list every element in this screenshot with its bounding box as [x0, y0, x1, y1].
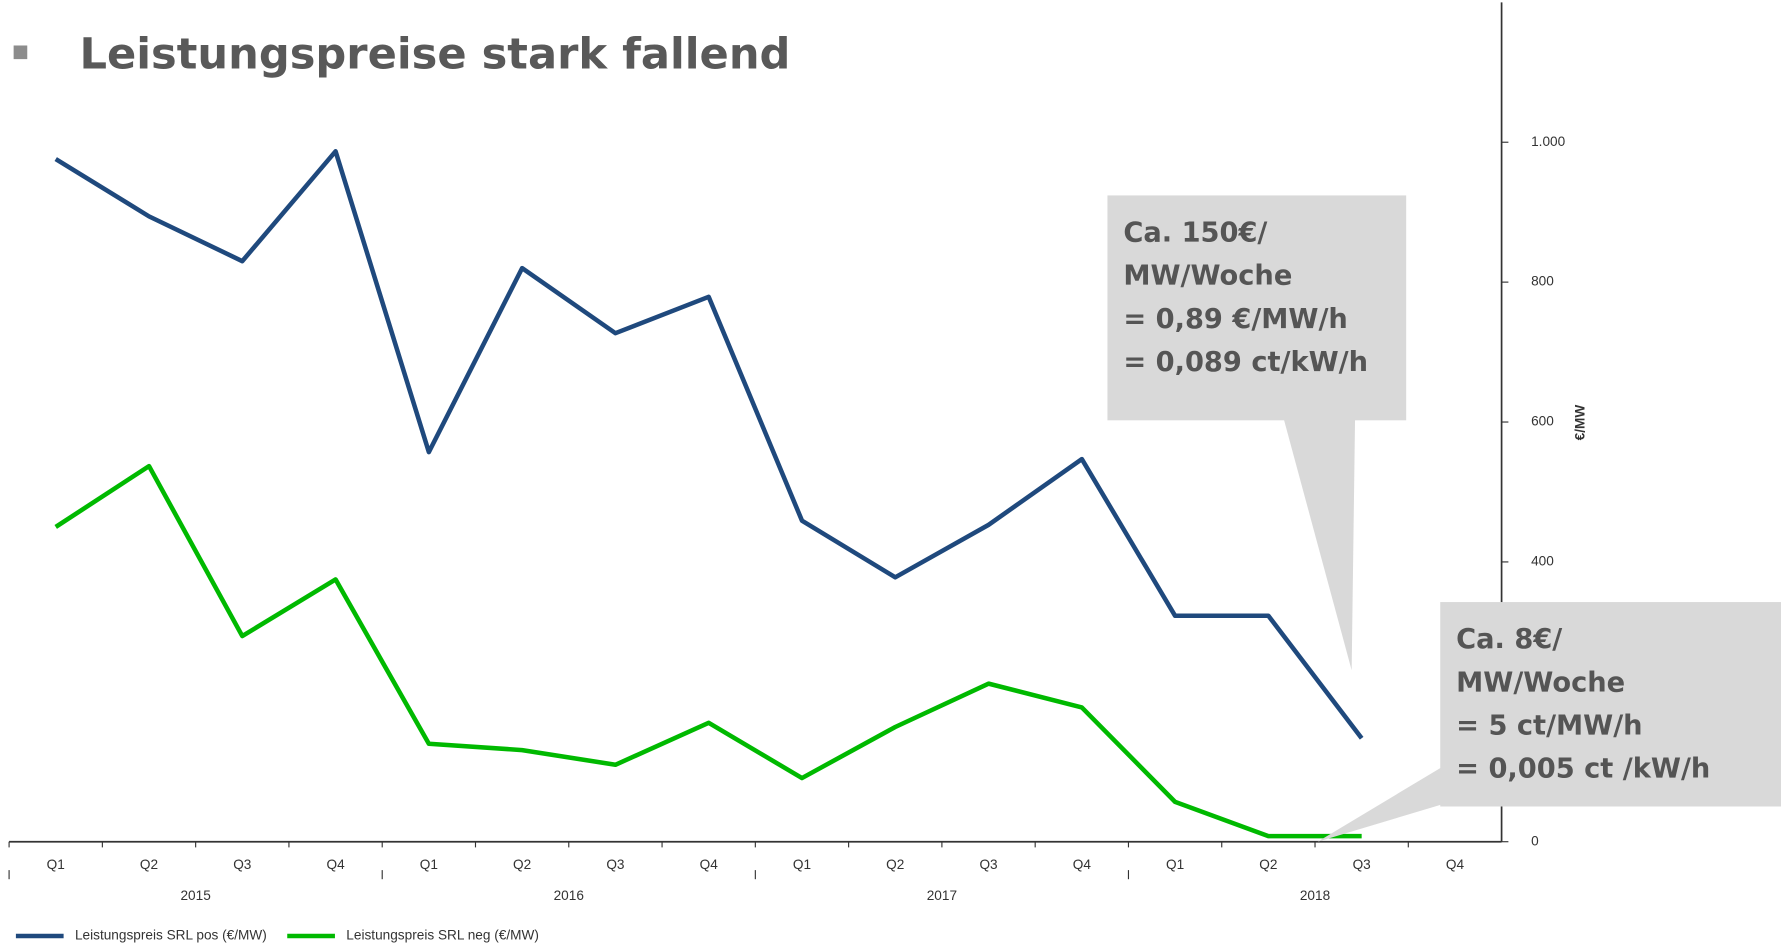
callout-text: Ca. 8€/	[1456, 624, 1562, 655]
legend-label: Leistungspreis SRL pos (€/MW)	[75, 928, 267, 943]
x-tick-label: Q3	[606, 857, 624, 872]
year-label: 2018	[1300, 888, 1330, 903]
y-tick-label: 600	[1531, 414, 1554, 429]
callout-text: MW/Woche	[1123, 261, 1292, 292]
x-tick-label: Q1	[1166, 857, 1184, 872]
series-line	[54, 149, 1364, 740]
year-label: 2017	[927, 888, 957, 903]
callout-pointer	[1317, 766, 1443, 842]
bullet	[13, 45, 28, 60]
x-tick-label: Q4	[1073, 857, 1092, 872]
x-tick-label: Q2	[886, 857, 904, 872]
x-tick-label: Q2	[513, 857, 531, 872]
x-tick-label: Q2	[1259, 857, 1277, 872]
x-tick-label: Q1	[793, 857, 811, 872]
x-tick-label: Q1	[420, 857, 438, 872]
series-line	[54, 463, 1362, 839]
legend-label: Leistungspreis SRL neg (€/MW)	[346, 928, 539, 943]
callout-text: = 0,089 ct/kW/h	[1123, 347, 1368, 378]
callout-text: MW/Woche	[1456, 667, 1625, 698]
x-tick-label: Q4	[326, 857, 345, 872]
year-label: 2015	[180, 888, 210, 903]
year-label: 2016	[554, 888, 584, 903]
y-tick-label: 800	[1531, 274, 1554, 289]
x-tick-label: Q3	[233, 857, 251, 872]
callout-text: = 0,89 €/MW/h	[1123, 304, 1347, 335]
x-tick-label: Q2	[140, 857, 158, 872]
callout-pointer	[1283, 418, 1356, 671]
y-tick-label: 400	[1531, 554, 1554, 569]
callout-text: = 5 ct/MW/h	[1456, 710, 1642, 741]
x-tick-label: Q1	[47, 857, 65, 872]
x-tick-label: Q3	[979, 857, 997, 872]
y-tick-label: 1.000	[1531, 134, 1566, 149]
callout-box	[1440, 602, 1781, 807]
y-tick-label: 0	[1531, 833, 1539, 848]
callout-text: = 0,005 ct /kW/h	[1456, 754, 1710, 785]
x-tick-label: Q3	[1353, 857, 1371, 872]
title: Leistungspreise stark fallend	[80, 29, 791, 79]
y-axis-label: €/MW	[1573, 405, 1588, 441]
callout-text: Ca. 150€/	[1123, 218, 1267, 249]
callout-box	[1107, 195, 1407, 421]
x-tick-label: Q4	[1446, 857, 1465, 872]
x-tick-label: Q4	[700, 857, 719, 872]
